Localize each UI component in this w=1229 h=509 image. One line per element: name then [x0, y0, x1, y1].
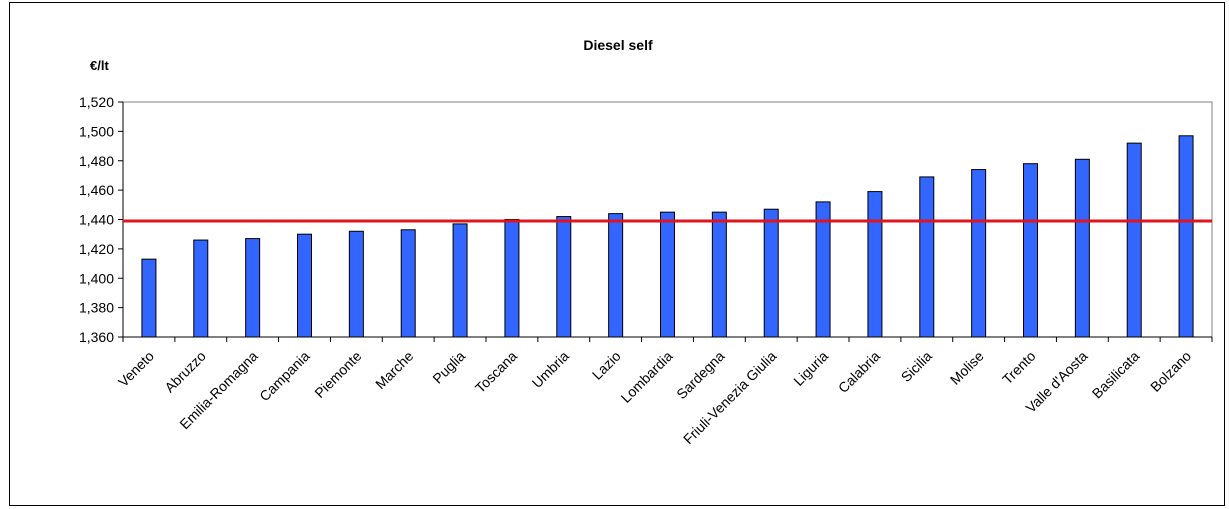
- bar: [608, 213, 624, 338]
- bar: [141, 258, 157, 338]
- bar: [193, 239, 209, 338]
- bar: [1023, 163, 1038, 338]
- y-tick-label: 1,420: [79, 241, 114, 257]
- chart-frame: Diesel self €/lt 1,360 1,380 1,400 1,420 1,4…: [9, 2, 1225, 506]
- x-tick-label: Marche: [372, 348, 416, 392]
- bar: [660, 211, 675, 338]
- bar: [245, 238, 261, 338]
- y-tick-label: 1,400: [79, 270, 114, 286]
- x-tick-label: Toscana: [472, 348, 520, 396]
- bar: [504, 219, 520, 338]
- chart: Diesel self €/lt 1,360 1,380 1,400 1,420 1,4…: [79, 37, 1213, 447]
- x-tick-label: Liguria: [790, 348, 831, 389]
- x-tick-label: Sardegna: [673, 348, 727, 402]
- x-tick-label: Abruzzo: [161, 348, 209, 396]
- x-tick-label: Piemonte: [311, 348, 364, 401]
- chart-title: Diesel self: [583, 37, 653, 53]
- bar: [763, 208, 779, 338]
- x-tick-label: Veneto: [115, 348, 157, 390]
- bar: [1178, 135, 1194, 338]
- y-tick-label: 1,380: [79, 300, 114, 316]
- y-tick-label: 1,480: [79, 153, 114, 169]
- x-tick-label: Trento: [999, 348, 1039, 388]
- x-tick-label: Basilicata: [1089, 348, 1143, 402]
- x-tick-label: Puglia: [429, 348, 468, 387]
- x-tick-label: Lombardia: [618, 348, 676, 406]
- x-tick-label: Bolzano: [1147, 348, 1194, 395]
- x-tick-label: Umbria: [529, 348, 572, 391]
- y-tick-label: 1,440: [79, 212, 114, 228]
- y-axis-label: €/lt: [90, 58, 109, 73]
- bar: [711, 211, 727, 338]
- bar: [556, 216, 572, 338]
- bar: [400, 229, 416, 338]
- bar: [971, 169, 987, 338]
- x-tick-label: Sicilia: [898, 348, 935, 385]
- bar: [919, 176, 935, 338]
- y-tick-label: 1,500: [79, 123, 114, 139]
- bar: [297, 233, 312, 338]
- x-tick-label: Lazio: [589, 348, 624, 383]
- x-tick-label: Campania: [256, 348, 313, 405]
- y-tick-label: 1,520: [79, 94, 114, 110]
- bar: [452, 223, 468, 338]
- x-tick-label: Molise: [947, 348, 987, 388]
- bar: [1074, 158, 1090, 338]
- x-tick-label: Friuli-Venezia Giulia: [680, 348, 779, 447]
- bar: [1126, 142, 1142, 338]
- bar: [815, 201, 831, 338]
- plot-area: 1,360 1,380 1,400 1,420 1,440 1,460 1,480 1,500…: [79, 94, 1213, 447]
- bar: [348, 230, 364, 338]
- x-tick-label: Calabria: [835, 348, 883, 396]
- y-tick-label: 1,360: [79, 329, 114, 345]
- bar: [867, 191, 883, 338]
- y-tick-label: 1,460: [79, 182, 114, 198]
